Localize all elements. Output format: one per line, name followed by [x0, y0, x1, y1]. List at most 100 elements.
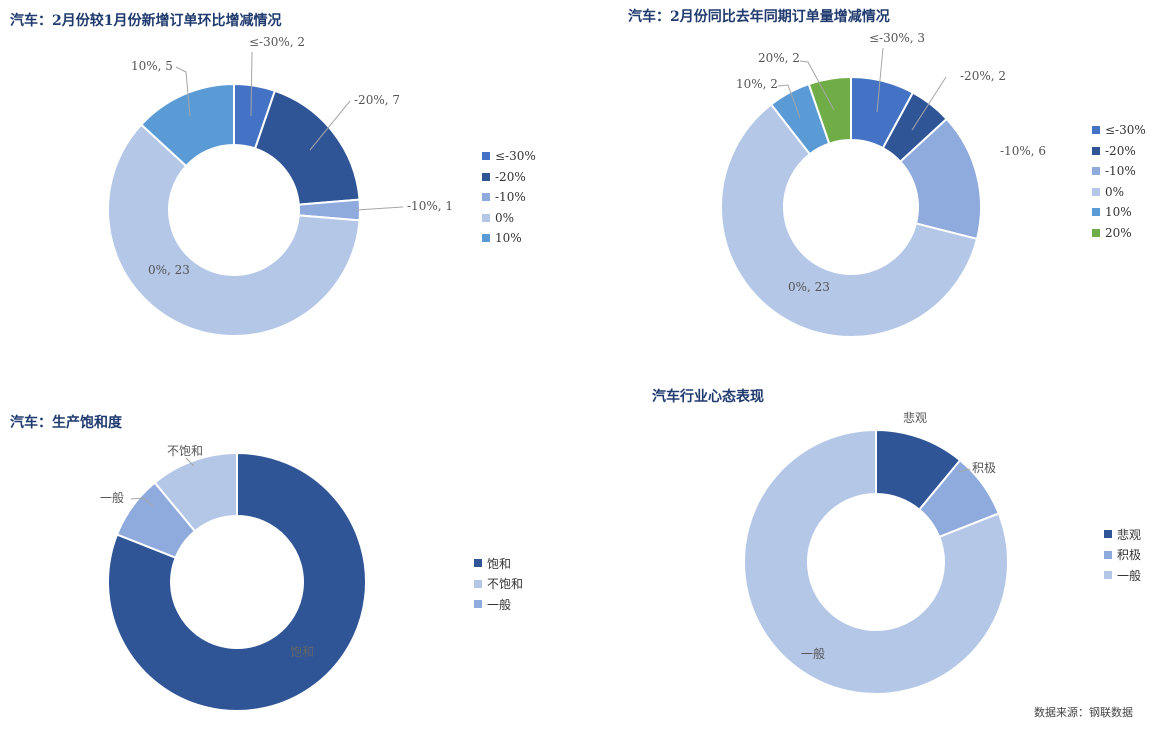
chart2-data-label-0: ≤-30%, 3 [869, 31, 925, 45]
chart3-slice-0 [107, 451, 367, 712]
chart1-legend-item: ≤-30% [482, 146, 536, 167]
chart4-data-label-1: 积极 [972, 461, 996, 475]
chart2-leader-line-1 [911, 76, 947, 131]
chart3-legend-swatch [474, 579, 482, 588]
chart3-leader-line-1 [130, 497, 154, 507]
chart3-legend-swatch [474, 600, 482, 609]
chart2-legend-swatch [1092, 208, 1100, 217]
chart3-data-label-1: 一般 [100, 490, 124, 505]
chart2-data-label-1: -20%, 2 [960, 69, 1006, 83]
chart1-legend-swatch [482, 152, 490, 161]
chart4-data-label-2: 一般 [801, 646, 825, 661]
chart1-legend-label: -20% [495, 169, 526, 184]
chart4-slice-2 [743, 428, 1009, 695]
chart3-data-label-0: 饱和 [290, 644, 314, 659]
chart3-title: 汽车：生产饱和度 [10, 415, 122, 431]
chart2-slices [720, 75, 982, 338]
chart2-legend-label: ≤-30% [1105, 123, 1146, 138]
chart2-legend-label: -20% [1105, 143, 1136, 158]
chart1-legend-label: 0% [495, 210, 515, 225]
chart4-legend-swatch [1104, 571, 1112, 580]
chart2-slice-5 [807, 75, 852, 145]
chart2-legend-swatch [1092, 228, 1100, 237]
chart1-slice-4 [139, 82, 235, 168]
chart1-slices [107, 82, 362, 337]
chart1-data-label-1: -20%, 7 [354, 93, 400, 107]
chart1-leader-line-0 [250, 51, 253, 117]
chart1-legend-item: -10% [482, 187, 536, 208]
chart2-legend-label: 0% [1105, 184, 1125, 199]
chart3-legend-item: 一般 [474, 594, 523, 615]
chart3-legend-label: 一般 [487, 597, 512, 612]
chart2-legend-item: 10% [1092, 202, 1146, 223]
chart1-leader-line-4 [175, 66, 191, 117]
chart1-leader-line-1 [309, 100, 351, 151]
chart2-leader-line-4 [777, 84, 801, 119]
chart1-legend-label: 10% [495, 231, 522, 246]
chart1-legend-item: -20% [482, 167, 536, 188]
chart1-legend-swatch [482, 193, 490, 202]
chart2-leader-line-5 [799, 60, 835, 111]
chart2-legend-item: ≤-30% [1092, 120, 1146, 141]
chart1-legend: ≤-30% -20% -10% 0% 10% [482, 146, 536, 249]
chart2-leader-line-0 [876, 47, 884, 113]
chart4-legend-swatch [1104, 530, 1112, 539]
chart2-legend-label: -10% [1105, 164, 1136, 179]
chart2-legend-swatch [1092, 146, 1100, 155]
chart3-slice-2 [153, 451, 238, 533]
chart3-data-label-2: 不饱和 [167, 443, 203, 458]
chart3-legend-label: 饱和 [487, 556, 512, 571]
chart2-data-label-5: 20%, 2 [758, 51, 800, 65]
chart1-slice-3 [107, 123, 361, 337]
chart2-data-label-2: -10%, 6 [1000, 144, 1046, 158]
chart3-legend: 饱和 不饱和 一般 [474, 553, 523, 615]
chart1-legend-label: -10% [495, 190, 526, 205]
chart1-legend-item: 10% [482, 228, 536, 249]
chart1-data-label-2: -10%, 1 [407, 199, 453, 213]
chart1-legend-swatch [482, 172, 490, 181]
chart2-legend-item: -10% [1092, 161, 1146, 182]
chart1-legend-swatch [482, 234, 490, 243]
chart4-legend-item: 一般 [1104, 565, 1141, 586]
chart2-legend-swatch [1092, 126, 1100, 135]
chart2-legend-item: 20% [1092, 223, 1146, 244]
chart2-legend-item: 0% [1092, 182, 1146, 203]
chart1-data-label-3: 0%, 23 [148, 263, 190, 277]
chart2-legend-swatch [1092, 167, 1100, 176]
chart4-leader-line-1 [957, 468, 971, 473]
chart1-legend-swatch [482, 213, 490, 222]
chart1-legend-item: 0% [482, 208, 536, 229]
chart1-data-label-4: 10%, 5 [131, 59, 173, 73]
chart3-slices [107, 451, 367, 712]
chart2-slice-3 [720, 103, 979, 338]
chart3-legend-item: 饱和 [474, 553, 523, 574]
chart3-legend-label: 不饱和 [487, 577, 524, 592]
chart3-legend-item: 不饱和 [474, 574, 523, 595]
chart3-legend-swatch [474, 559, 482, 568]
chart4-legend-label: 悲观 [1117, 527, 1142, 542]
chart2-legend-label: 20% [1105, 225, 1132, 240]
chart2-title: 汽车：2月份同比去年同期订单量增减情况 [628, 9, 890, 25]
chart4-legend-item: 悲观 [1104, 524, 1141, 545]
chart4-data-label-0: 悲观 [903, 410, 927, 425]
chart1-legend-label: ≤-30% [495, 149, 536, 164]
chart4-legend-swatch [1104, 550, 1112, 559]
chart4-slices [743, 428, 1009, 695]
chart4-title: 汽车行业心态表现 [652, 389, 764, 405]
chart1-title: 汽车：2月份较1月份新增订单环比增减情况 [10, 13, 282, 29]
chart2-legend-label: 10% [1105, 205, 1132, 220]
chart1-data-label-0: ≤-30%, 2 [249, 35, 305, 49]
chart4-legend-label: 积极 [1117, 548, 1142, 563]
data-source-note: 数据来源：钢联数据 [1034, 706, 1133, 719]
chart2-legend: ≤-30% -20% -10% 0% 10% 20% [1092, 120, 1146, 243]
chart2-legend-swatch [1092, 187, 1100, 196]
chart2-data-label-3: 0%, 23 [788, 280, 830, 294]
chart4-legend: 悲观 积极 一般 [1104, 524, 1141, 586]
chart2-data-label-4: 10%, 2 [736, 77, 778, 91]
chart4-legend-item: 积极 [1104, 545, 1141, 566]
chart3-leader-line-2 [185, 457, 195, 467]
chart4-legend-label: 一般 [1117, 568, 1142, 583]
chart2-legend-item: -20% [1092, 141, 1146, 162]
chart1-leader-line-2 [355, 206, 404, 211]
